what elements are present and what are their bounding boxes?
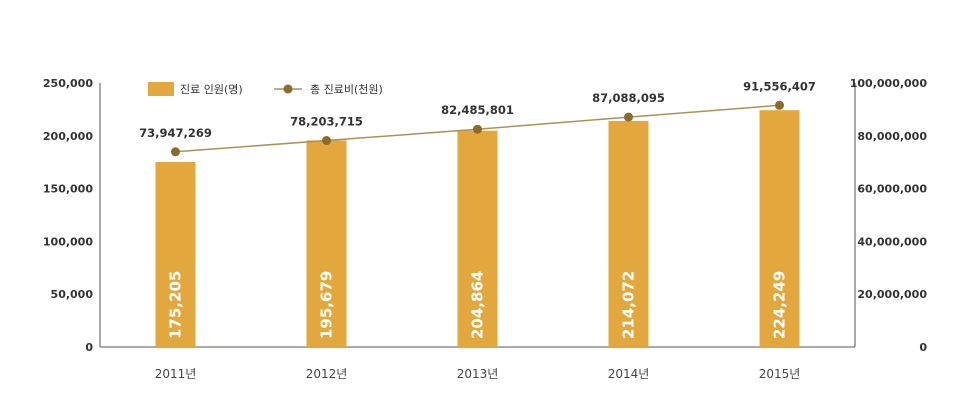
bar [608,120,649,347]
legend-bar-swatch [148,82,174,96]
category-label: 2012년 [306,367,348,381]
right-tick-label: 100,000,000 [850,77,928,90]
left-tick-label: 200,000 [43,130,93,143]
line-value-label: 91,556,407 [743,79,816,93]
line-value-label: 82,485,801 [441,103,514,117]
bar-series [155,110,800,347]
line-point [171,147,180,157]
category-label: 2015년 [759,367,801,381]
left-tick-label: 0 [85,341,93,354]
line-value-label: 78,203,715 [290,115,363,129]
legend-line-marker [283,84,293,94]
line-value-label: 73,947,269 [139,126,212,140]
left-tick-label: 250,000 [43,77,93,90]
category-label: 2013년 [457,367,499,381]
legend: 진료 인원(명) 총 진료비(천원) [148,82,383,96]
right-tick-label: 80,000,000 [857,130,927,143]
bar [759,110,800,347]
line-point [322,136,331,146]
bar-value-label: 214,072 [620,271,638,339]
left-tick-label: 150,000 [43,183,93,196]
left-axis-ticks: 0 50,000 100,000 150,000 200,000 250,000 [43,77,93,354]
x-axis-categories: 2011년 2012년 2013년 2014년 2015년 [155,367,801,381]
line-point [473,124,482,134]
line-data-labels: 73,947,269 78,203,715 82,485,801 87,088,095… [139,79,816,139]
line-point [624,112,633,122]
bar-data-labels: 175,205 195,679 204,864 214,072 224,249 [167,271,789,339]
right-axis-ticks: 0 20,000,000 40,000,000 60,000,000 80,000,00… [850,77,928,354]
bar-value-label: 224,249 [771,271,789,339]
line-series [171,100,784,157]
bar [306,140,347,347]
right-tick-label: 20,000,000 [857,288,927,301]
bar-value-label: 195,679 [318,271,336,339]
category-label: 2014년 [608,367,650,381]
line-value-label: 87,088,095 [592,91,665,105]
category-label: 2011년 [155,367,197,381]
left-tick-label: 50,000 [51,288,94,301]
legend-line-label: 총 진료비(천원) [310,82,383,96]
bar [457,130,498,347]
left-tick-label: 100,000 [43,235,93,248]
bar [155,161,196,347]
legend-bar-label: 진료 인원(명) [180,83,243,96]
line-point [775,100,784,110]
bar-value-label: 204,864 [469,271,487,339]
right-tick-label: 60,000,000 [857,183,927,196]
right-tick-label: 0 [919,341,927,354]
bar-value-label: 175,205 [167,271,185,339]
right-tick-label: 40,000,000 [857,235,927,248]
